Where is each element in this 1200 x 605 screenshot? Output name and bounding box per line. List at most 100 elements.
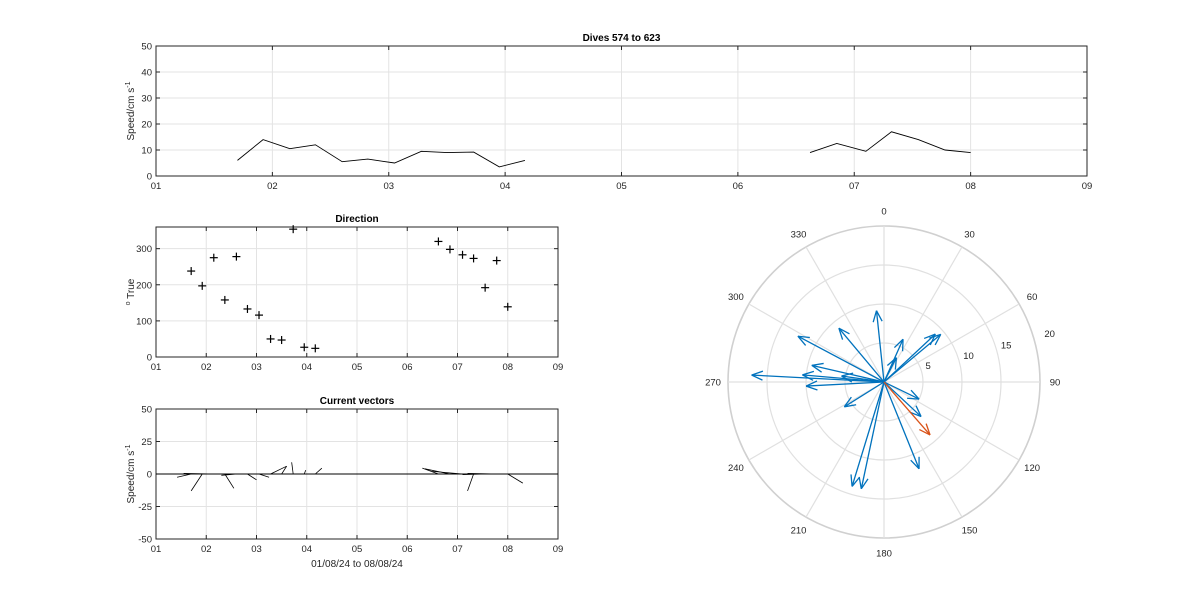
polar-spoke [883,246,963,383]
direction-point [300,343,309,352]
direction-point [232,252,241,261]
x-tick-label: 08 [965,181,976,192]
polar-vector-head [915,405,922,417]
x-tick-label: 07 [452,362,463,373]
polar-vector-shaft [838,327,885,383]
polar-vector-head [850,474,853,487]
y-tick-label: 200 [136,280,152,291]
polar-vector-head [875,310,883,322]
polar-theta-label: 0 [881,207,886,218]
polar-theta-label: 180 [876,549,892,560]
polar-vector-head [843,396,852,408]
y-tick-label: 300 [136,244,152,255]
polar-spoke [748,381,885,461]
polar-vector-head [802,370,815,376]
x-tick-label: 01 [151,181,162,192]
polar-vector-shaft [811,364,885,383]
direction-point [481,283,490,292]
polar-vector-head [929,333,936,346]
x-tick-label: 01 [151,362,162,373]
direction-point [311,344,320,353]
polar-theta-label: 330 [791,229,807,240]
direction-point [187,267,196,276]
speed-series-line [237,139,526,168]
polar-vector [850,381,885,487]
polar-vector-head [910,459,920,470]
polar-vector-head [907,397,920,400]
y-tick-label: 40 [141,68,152,79]
polar-vector-head [811,362,824,366]
polar-vector-shaft [875,310,885,383]
x-tick-label: 08 [502,544,513,555]
direction-point [198,281,207,290]
direction-point [458,250,467,259]
polar-vector-head [851,476,861,487]
x-tick-label: 02 [267,181,278,192]
x-tick-label: 03 [383,181,394,192]
polar-vector-shaft [883,381,931,436]
x-tick-label: 09 [1082,181,1093,192]
polar-vector-head [841,375,853,383]
current-vector [258,473,270,478]
y-tick-label: 10 [141,146,152,157]
polar-vector-shaft [883,381,920,400]
y-axis-label-text: True [126,278,137,299]
polar-vector-head [923,333,936,340]
direction-point [445,245,454,254]
polar-vector-head [860,478,869,490]
x-tick-label: 09 [553,544,564,555]
polar-vector-shaft [843,381,885,408]
polar-vector [797,335,885,383]
y-axis-label: Speed/cm s-1 [125,444,137,503]
direction-point [434,237,443,246]
polar-r-label: 15 [1001,341,1012,352]
y-tick-label: 50 [141,42,152,53]
polar-vector-shaft [883,381,922,418]
polar-vector-head [751,374,763,381]
polar-vector [751,370,885,383]
x-tick-label: 06 [402,544,413,555]
current-vector [467,472,497,475]
polar-vector-shaft [883,381,920,470]
direction-point [469,254,478,263]
polar-theta-label: 60 [1027,292,1038,303]
y-axis-label: Speed/cm s-1 [125,81,137,140]
polar-vector [883,338,904,383]
polar-vector-shaft [851,381,885,487]
y-axis-label-sup: -1 [125,81,132,87]
y-axis-label-text: Speed/cm s [126,451,137,504]
current-vector [424,468,451,475]
polar-vector-head [910,389,920,400]
polar-vector-shaft [883,338,904,383]
y-tick-label: 0 [147,353,152,364]
y-axis-label: o True [125,278,137,305]
chart-polar: 0 30 60 90 120 150 180 210 240 270 300 330 5 10 15 20 [705,207,1060,560]
current-vector [281,465,287,475]
speed-series-line [809,131,971,154]
x-tick-label: 04 [500,181,511,192]
polar-vector-head [805,380,818,387]
y-tick-label: 25 [141,437,152,448]
x-tick-label: 06 [402,362,413,373]
polar-vector [883,381,920,470]
polar-vector-head [919,428,931,436]
polar-vector [811,362,885,383]
y-axis-label-text: Speed/cm s [126,88,137,141]
current-vector [462,473,486,476]
polar-theta-label: 270 [705,378,721,389]
polar-r-label: 20 [1044,329,1055,340]
direction-point [492,256,501,265]
polar-theta-label: 150 [962,526,978,537]
polar-vector [883,381,931,436]
chart-direction: 01 02 03 04 05 06 07 08 09 0 100 200 300 Direction o T… [125,214,563,373]
polar-r-label: 5 [926,361,931,372]
polar-vector-head [934,334,942,346]
polar-vector-head [872,310,878,323]
polar-vector-head [811,364,823,373]
polar-theta-label: 120 [1024,463,1040,474]
chart-speed: 01 02 03 04 05 06 07 08 09 0 10 20 30 40 50 Dives 574 t… [125,33,1092,192]
x-tick-label: 08 [502,362,513,373]
current-vector [221,473,237,476]
polar-vector [843,381,885,408]
